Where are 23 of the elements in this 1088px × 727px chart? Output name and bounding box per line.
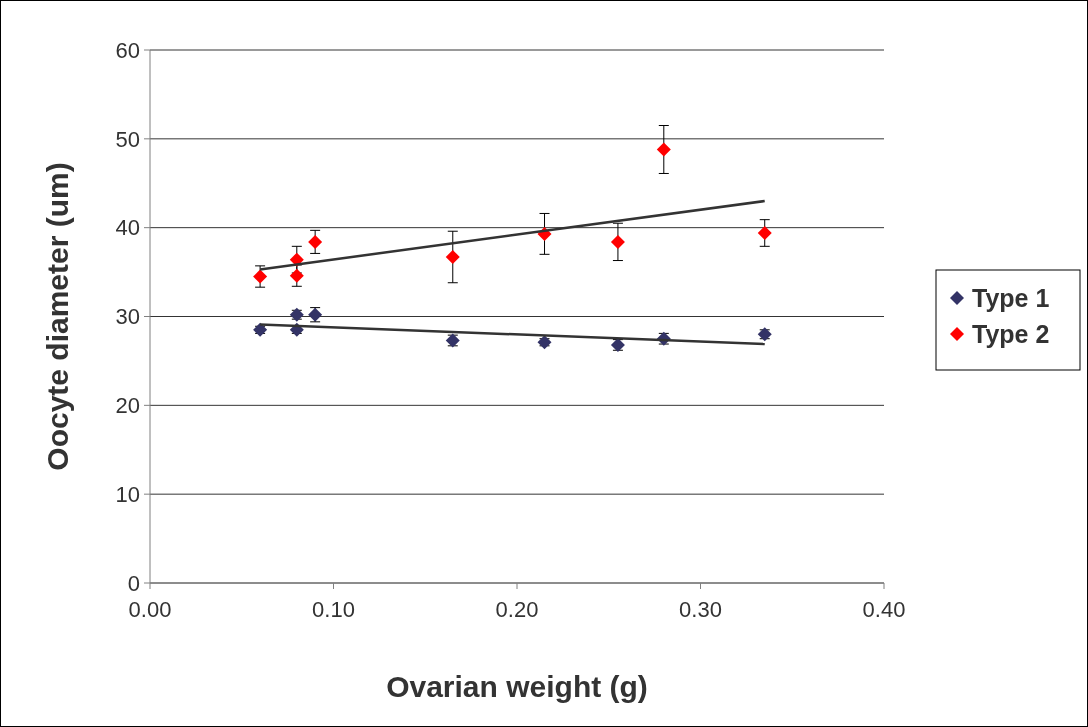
y-tick-label: 30 bbox=[115, 304, 140, 330]
point bbox=[757, 226, 772, 240]
y-tick-label: 0 bbox=[127, 570, 140, 596]
y-axis-title: Oocyte diameter (um) bbox=[41, 162, 74, 471]
x-axis-title: Ovarian weight (g) bbox=[386, 670, 648, 703]
point bbox=[445, 249, 460, 264]
y-tick-label: 10 bbox=[115, 481, 140, 507]
y-tick-label: 60 bbox=[115, 37, 140, 63]
y-tick-label: 40 bbox=[115, 215, 140, 241]
legend-label: Type 2 bbox=[972, 319, 1050, 348]
point bbox=[289, 268, 304, 283]
x-tick-label: 0.00 bbox=[128, 597, 172, 622]
point bbox=[610, 234, 625, 249]
legend-label: Type 1 bbox=[972, 283, 1050, 312]
x-tick-label: 0.10 bbox=[312, 597, 355, 622]
x-tick-label: 0.40 bbox=[862, 597, 906, 622]
x-tick-label: 0.20 bbox=[495, 597, 539, 622]
x-tick-label: 0.30 bbox=[679, 597, 722, 622]
point bbox=[308, 234, 323, 249]
point bbox=[656, 142, 671, 157]
point bbox=[253, 269, 268, 284]
y-tick-label: 20 bbox=[115, 393, 140, 419]
y-tick-label: 50 bbox=[115, 126, 140, 152]
